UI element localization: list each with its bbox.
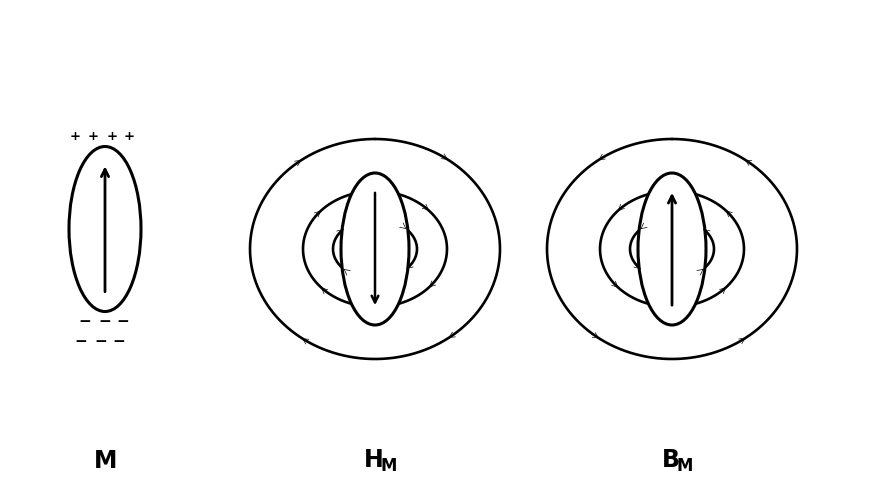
Text: −: − — [79, 315, 91, 329]
Text: $\mathbf{B}_{\!\mathbf{M}}$: $\mathbf{B}_{\!\mathbf{M}}$ — [660, 448, 693, 474]
Text: +: + — [88, 131, 98, 143]
Text: +: + — [123, 131, 134, 143]
Ellipse shape — [637, 173, 705, 325]
Text: −: − — [95, 333, 107, 349]
Text: +: + — [70, 131, 80, 143]
Text: −: − — [116, 315, 130, 329]
Text: −: − — [98, 315, 111, 329]
Text: −: − — [74, 333, 88, 349]
Text: +: + — [106, 131, 117, 143]
Text: $\mathbf{M}$: $\mathbf{M}$ — [93, 449, 116, 473]
Ellipse shape — [341, 173, 409, 325]
Text: −: − — [113, 333, 125, 349]
Text: $\mathbf{H}_{\!\mathbf{M}}$: $\mathbf{H}_{\!\mathbf{M}}$ — [362, 448, 397, 474]
Ellipse shape — [69, 146, 141, 311]
